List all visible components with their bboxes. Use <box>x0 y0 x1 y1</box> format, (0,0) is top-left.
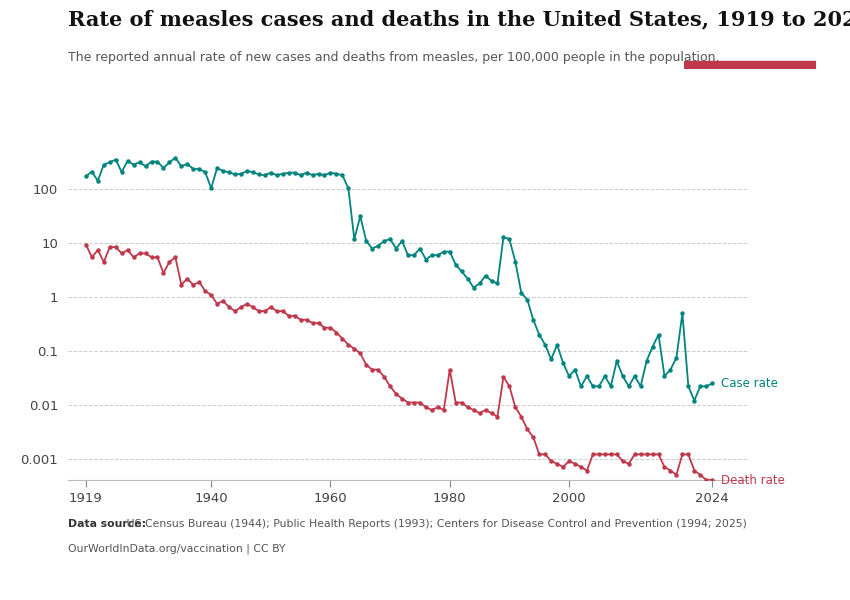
Text: US Census Bureau (1944); Public Health Reports (1993); Centers for Disease Contr: US Census Bureau (1944); Public Health R… <box>123 519 747 529</box>
Text: Data source:: Data source: <box>68 519 146 529</box>
Bar <box>684 61 816 69</box>
Text: Death rate: Death rate <box>721 473 785 487</box>
Text: in Data: in Data <box>728 41 773 51</box>
Text: Our World: Our World <box>718 24 782 34</box>
Text: The reported annual rate of new cases and deaths from measles, per 100,000 peopl: The reported annual rate of new cases an… <box>68 51 719 64</box>
Text: Rate of measles cases and deaths in the United States, 1919 to 2024: Rate of measles cases and deaths in the … <box>68 9 850 29</box>
Text: Case rate: Case rate <box>721 377 778 390</box>
Text: OurWorldInData.org/vaccination | CC BY: OurWorldInData.org/vaccination | CC BY <box>68 543 286 553</box>
